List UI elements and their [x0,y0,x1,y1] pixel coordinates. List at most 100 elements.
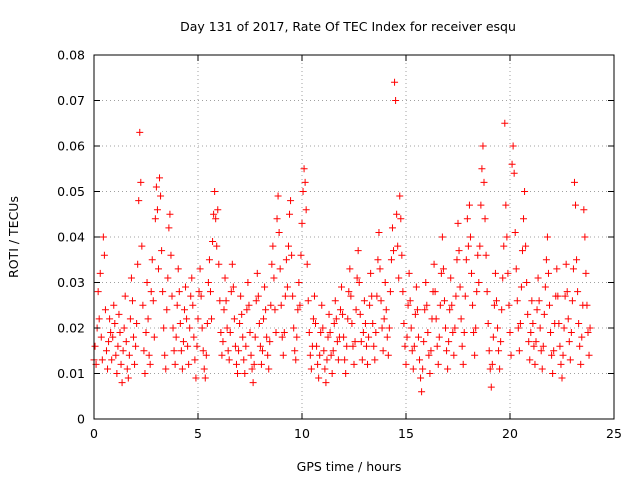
data-point [192,374,200,382]
data-point [538,365,546,373]
data-point [141,370,149,377]
data-point [407,324,415,332]
data-point [152,183,160,191]
data-point [96,269,104,277]
data-point [98,356,106,364]
data-point [520,215,528,223]
data-point [585,351,593,359]
data-point [440,297,448,305]
y-tick-label: 0.05 [57,184,85,199]
data-point [165,224,173,232]
data-point [457,315,465,323]
data-point [534,274,542,282]
data-point [169,324,177,332]
data-point [139,301,147,309]
data-point [276,265,284,273]
data-point [479,142,487,150]
data-point [332,315,340,323]
data-point [216,297,224,305]
data-point [353,274,361,282]
data-point [217,329,225,337]
data-point [513,297,521,305]
data-point [251,333,259,341]
data-point [221,274,229,282]
data-point [297,251,305,259]
data-point [385,324,393,332]
data-point [321,365,329,373]
data-point [471,351,479,359]
data-point [184,342,192,350]
data-point [505,301,513,309]
data-point [401,342,409,350]
data-point [544,269,552,277]
data-point [339,310,347,318]
data-point [209,238,217,246]
data-point [514,324,522,332]
data-point [504,269,512,277]
data-point [210,210,218,218]
data-point [483,288,491,296]
data-point [273,215,281,223]
data-point [453,256,461,264]
data-point [512,265,520,273]
data-point [218,351,226,359]
data-point [465,201,473,209]
data-point [526,356,534,364]
data-point [177,347,185,355]
data-point [570,178,578,186]
data-point [225,356,233,364]
data-point [510,169,518,177]
data-point [113,370,121,377]
data-point [431,288,439,296]
data-point [270,274,278,282]
data-point [439,265,447,273]
data-point [564,315,572,323]
data-point [361,319,369,327]
data-point [111,319,119,327]
data-point [134,260,142,268]
data-point [136,128,144,136]
data-point [161,351,169,359]
data-point [320,347,328,355]
data-point [422,279,430,286]
data-point [325,310,333,318]
data-point [352,306,360,314]
data-point [126,315,134,323]
data-point [543,233,551,241]
data-point [124,374,132,382]
data-point [399,288,407,296]
data-point [486,365,494,373]
data-point [416,356,424,364]
data-point [553,265,561,273]
data-point [501,119,509,127]
data-point [448,301,456,309]
data-point [172,333,180,341]
data-point [362,342,370,350]
data-point [492,297,500,305]
data-point [562,260,570,268]
data-point [563,288,571,296]
data-point [122,338,130,346]
y-tick-label: 0 [77,412,85,427]
data-point [458,342,466,350]
data-point [128,297,136,305]
data-point [194,315,202,323]
data-point [451,324,459,332]
data-point [211,188,219,195]
data-point [252,297,260,305]
x-tick-label: 15 [398,426,414,441]
data-point [279,351,287,359]
data-point [452,292,460,300]
data-point [271,306,279,314]
data-point [305,329,313,337]
data-point [338,283,346,291]
data-point [244,279,252,286]
data-point [378,324,386,332]
data-point [188,274,196,282]
data-point [343,342,351,350]
data-point [286,210,294,218]
data-point [254,292,262,300]
data-point [463,215,471,223]
data-point [548,351,556,359]
data-point [250,360,258,368]
